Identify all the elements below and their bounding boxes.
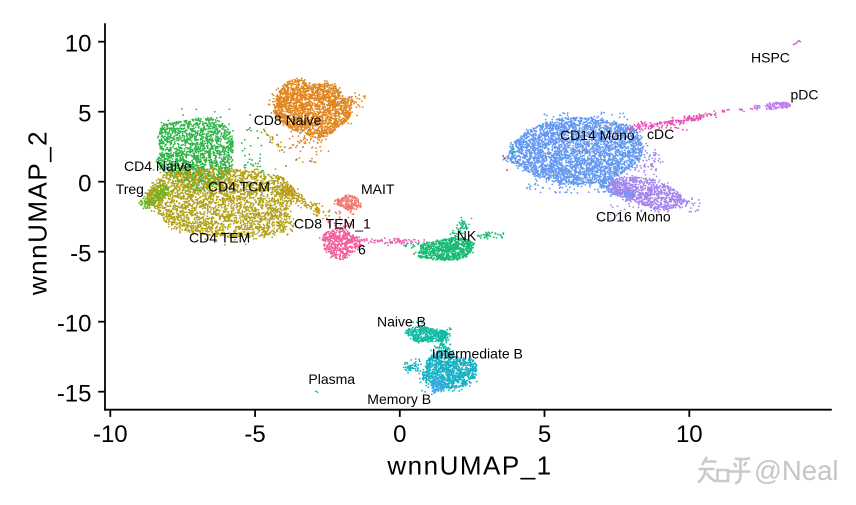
svg-text:10: 10 — [65, 31, 92, 58]
svg-text:0: 0 — [78, 171, 91, 198]
svg-text:wnnUMAP_2: wnnUMAP_2 — [23, 130, 53, 296]
svg-text:10: 10 — [676, 421, 703, 448]
svg-text:pDC: pDC — [791, 86, 819, 102]
svg-text:HSPC: HSPC — [751, 50, 790, 66]
svg-text:MAIT: MAIT — [361, 181, 395, 197]
svg-text:CD14 Mono: CD14 Mono — [560, 127, 635, 143]
svg-text:6: 6 — [358, 241, 366, 257]
svg-text:Naive B: Naive B — [377, 314, 426, 330]
svg-text:NK: NK — [457, 228, 477, 244]
svg-text:CD4 TEM: CD4 TEM — [189, 230, 250, 246]
svg-text:wnnUMAP_1: wnnUMAP_1 — [386, 451, 552, 481]
svg-text:Memory B: Memory B — [367, 391, 431, 407]
svg-text:5: 5 — [538, 421, 551, 448]
svg-text:cDC: cDC — [647, 126, 674, 142]
svg-text:-10: -10 — [93, 421, 128, 448]
svg-text:CD16 Mono: CD16 Mono — [596, 209, 671, 225]
svg-text:@Neal: @Neal — [754, 455, 838, 486]
svg-text:CD8 Naive: CD8 Naive — [254, 112, 322, 128]
svg-text:CD4 TCM: CD4 TCM — [208, 179, 270, 195]
svg-text:CD8 TEM_1: CD8 TEM_1 — [294, 216, 371, 232]
svg-text:0: 0 — [393, 421, 406, 448]
svg-text:Plasma: Plasma — [308, 371, 355, 387]
svg-text:CD4 Naive: CD4 Naive — [124, 158, 192, 174]
svg-text:-5: -5 — [70, 241, 91, 268]
svg-text:-10: -10 — [57, 311, 92, 338]
svg-text:5: 5 — [78, 101, 91, 128]
svg-text:Intermediate B: Intermediate B — [432, 346, 523, 362]
svg-text:Treg: Treg — [116, 181, 144, 197]
svg-text:-15: -15 — [57, 381, 92, 408]
svg-text:-5: -5 — [244, 421, 265, 448]
